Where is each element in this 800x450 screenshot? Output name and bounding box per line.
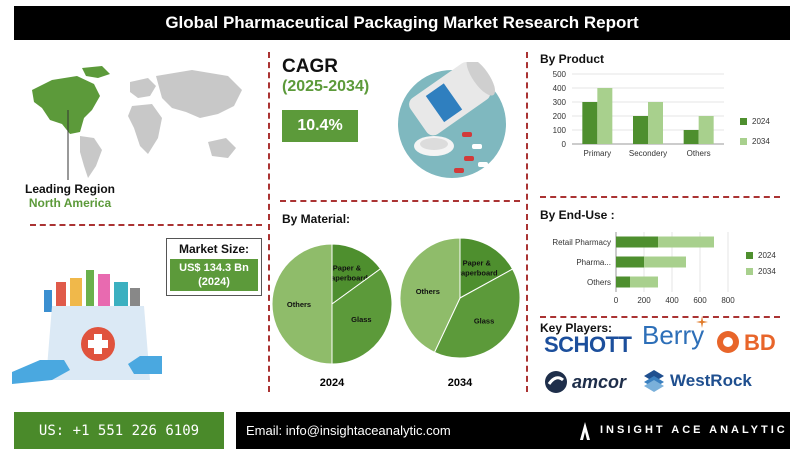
- product-bar-chart: 0 100 200 300 400 500 Primary Secondery Others 20…: [553, 70, 771, 158]
- cagr-title: CAGR: [282, 56, 338, 77]
- product-y-tick: 200: [553, 112, 567, 121]
- product-bar-2034: [597, 88, 613, 144]
- end-use-x-tick: 0: [614, 296, 619, 305]
- berry-star-icon: [696, 316, 708, 328]
- end-use-x-tick: 400: [665, 296, 679, 305]
- pie-year-label: 2024: [320, 377, 345, 389]
- pie-slice-paper-paperboard: [459, 237, 514, 299]
- leading-region-label: Leading Region: [25, 182, 115, 196]
- market-size-label: Market Size:: [178, 242, 250, 256]
- end-use-legend-swatch: [746, 252, 753, 259]
- product-legend-label: 2024: [752, 117, 770, 126]
- market-size-amount: US$ 134.3 Bn: [179, 262, 249, 274]
- end-use-y-tick: Pharma...: [576, 258, 611, 267]
- cagr-value: 10.4%: [282, 110, 358, 142]
- pie-slice-glass: [433, 268, 521, 359]
- pie-label-line: Paper &: [333, 264, 362, 273]
- product-bar-2024: [633, 116, 648, 144]
- footer-bar: Email: info@insightaceanalytic.com INSIG…: [236, 412, 790, 449]
- pie-label-paper-paperboard: Paper & Paperboard: [326, 264, 368, 283]
- product-y-tick: 100: [553, 126, 567, 135]
- end-use-bar-2034: [616, 256, 686, 268]
- end-use-bar-2024: [616, 256, 644, 268]
- pie-label-others: Others: [287, 300, 311, 309]
- pie-slice-others: [399, 237, 461, 353]
- product-bar-2034: [698, 116, 714, 144]
- product-legend-swatch: [740, 138, 747, 145]
- amcor-logo-icon: [545, 371, 567, 393]
- footer-email[interactable]: Email: info@insightaceanalytic.com: [246, 423, 451, 438]
- medicine-bag-icon: [12, 270, 162, 384]
- product-y-tick: 500: [553, 70, 567, 79]
- product-title: By Product: [540, 52, 605, 66]
- end-use-x-tick: 600: [693, 296, 707, 305]
- product-x-tick: Secondery: [629, 149, 667, 158]
- product-legend-swatch: [740, 118, 747, 125]
- divider-left: [268, 52, 270, 392]
- end-use-bar-2034: [616, 236, 714, 248]
- product-x-tick: Primary: [584, 149, 612, 158]
- pie-slice-paper-paperboard: [331, 243, 382, 305]
- bd-logo-icon: [717, 331, 739, 353]
- market-size-value: US$ 134.3 Bn (2024): [170, 259, 258, 291]
- product-bar-2034: [648, 102, 663, 144]
- end-use-x-tick: 800: [721, 296, 735, 305]
- market-size-box: Market Size: US$ 134.3 Bn (2024): [166, 238, 262, 296]
- schott-logo: SCHOTT: [544, 332, 632, 357]
- pill-bottle-icon: [398, 62, 506, 178]
- westrock-logo-icon: [644, 370, 664, 392]
- market-size-year: (2024): [198, 276, 230, 288]
- divider-left-horizontal: [30, 224, 262, 226]
- pie-label-glass: Glass: [474, 317, 494, 326]
- end-use-y-tick: Retail Pharmacy: [552, 238, 611, 247]
- end-use-legend-label: 2024: [758, 251, 776, 260]
- end-use-bar-2024: [616, 276, 630, 288]
- end-use-bar-2034: [616, 276, 658, 288]
- cagr-years: (2025-2034): [282, 78, 370, 95]
- key-players-title: Key Players:: [540, 321, 613, 335]
- product-y-tick: 300: [553, 98, 567, 107]
- end-use-y-tick: Others: [587, 278, 611, 287]
- pie-label-others: Others: [416, 287, 440, 296]
- leading-region-value: North America: [28, 196, 112, 210]
- product-y-tick: 400: [553, 84, 567, 93]
- insight-ace-logo-icon: [580, 422, 590, 440]
- pie-label-line: Paper &: [463, 259, 492, 268]
- material-title: By Material:: [282, 212, 351, 226]
- footer-phone[interactable]: US: +1 551 226 6109: [14, 412, 224, 449]
- divider-right-horizontal-1: [540, 196, 780, 198]
- westrock-logo: WestRock: [670, 371, 752, 390]
- pie-label-line: Paperboard: [456, 269, 498, 278]
- end-use-bar-2024: [616, 236, 658, 248]
- divider-center-horizontal: [280, 200, 520, 202]
- product-x-tick: Others: [687, 149, 711, 158]
- pie-label-line: Paperboard: [326, 274, 368, 283]
- amcor-logo: amcor: [572, 372, 627, 392]
- pie-label-glass: Glass: [351, 315, 371, 324]
- report-title: Global Pharmaceutical Packaging Market R…: [14, 6, 790, 40]
- end-use-x-tick: 200: [637, 296, 651, 305]
- product-y-tick: 0: [562, 140, 567, 149]
- footer-brand: INSIGHT ACE ANALYTIC: [600, 424, 788, 436]
- berry-logo: Berry: [642, 320, 705, 350]
- product-bar-2024: [582, 102, 598, 144]
- divider-right: [526, 52, 528, 392]
- product-legend-label: 2034: [752, 137, 770, 146]
- pie-slice-glass: [331, 268, 393, 365]
- pie-year-label: 2034: [448, 377, 473, 389]
- pie-label-paper-paperboard: Paper & Paperboard: [456, 259, 498, 278]
- bd-logo: BD: [744, 330, 776, 355]
- pie-slice-others: [271, 243, 333, 365]
- end-use-title: By End-Use :: [540, 208, 615, 222]
- product-bar-2024: [683, 130, 699, 144]
- divider-right-horizontal-2: [540, 316, 780, 318]
- end-use-legend-swatch: [746, 268, 753, 275]
- world-map-icon: [32, 66, 242, 180]
- end-use-legend-label: 2034: [758, 267, 776, 276]
- end-use-bar-chart: 0 200 400 600 800 Retail Pharmacy Pharma... Oth…: [552, 232, 776, 305]
